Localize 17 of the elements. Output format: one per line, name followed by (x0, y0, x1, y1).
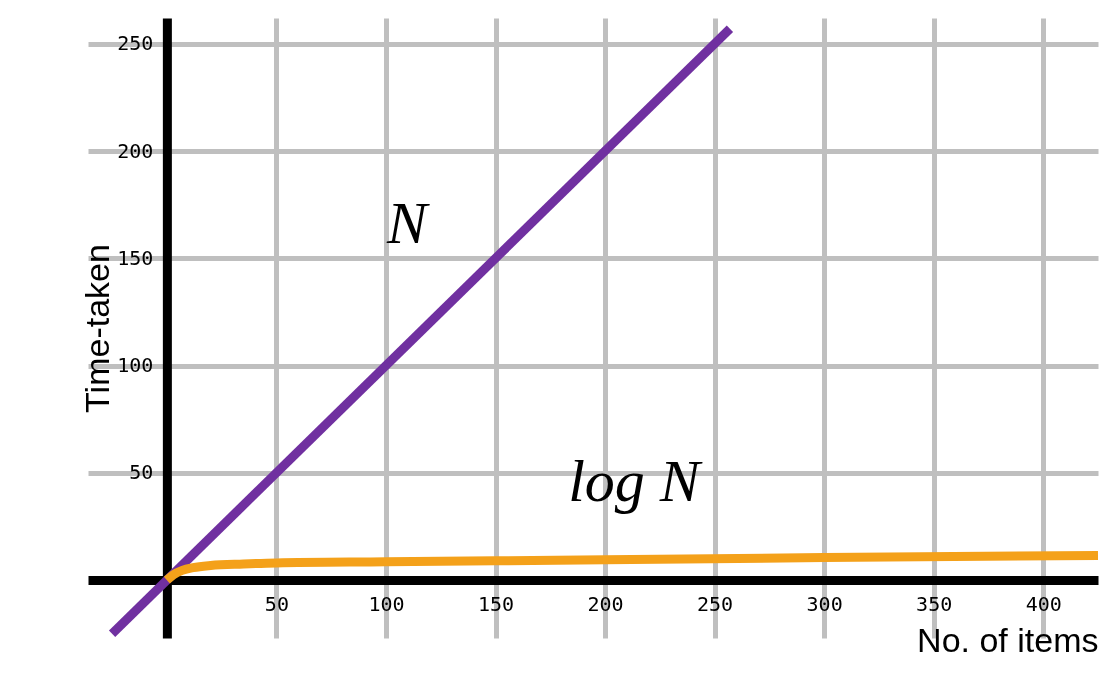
x-tick-label: 100 (368, 591, 405, 616)
x-tick-label: 150 (477, 591, 515, 616)
series-label: N (385, 189, 430, 256)
y-tick-label: 150 (117, 245, 154, 270)
x-tick-label: 50 (264, 591, 289, 616)
y-tick-label: 250 (117, 31, 154, 56)
x-axis-title: No. of items (917, 620, 1099, 659)
x-tick-label: 200 (587, 591, 624, 616)
series-label: log N (568, 447, 703, 514)
x-tick-label: 250 (697, 591, 734, 616)
x-tick-label: 400 (1025, 591, 1062, 616)
y-axis-title: Time-taken (78, 244, 117, 413)
x-tick-label: 300 (806, 591, 843, 616)
x-tick-label: 350 (916, 591, 953, 616)
y-tick-label: 100 (117, 353, 154, 378)
y-tick-label: 200 (117, 138, 154, 163)
y-tick-label: 50 (129, 460, 154, 485)
